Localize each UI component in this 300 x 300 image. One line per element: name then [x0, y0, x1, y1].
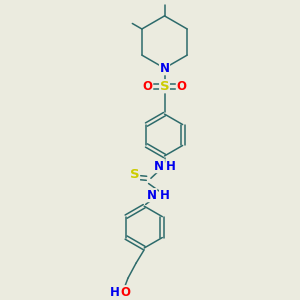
Text: O: O	[120, 286, 130, 299]
Text: H: H	[166, 160, 176, 172]
Text: O: O	[143, 80, 153, 93]
Text: S: S	[130, 168, 140, 181]
Text: N: N	[147, 189, 157, 202]
Text: N: N	[154, 160, 164, 172]
Text: H: H	[110, 286, 119, 299]
Text: H: H	[160, 189, 170, 202]
Text: S: S	[160, 80, 169, 93]
Text: O: O	[176, 80, 186, 93]
Text: N: N	[160, 62, 170, 75]
